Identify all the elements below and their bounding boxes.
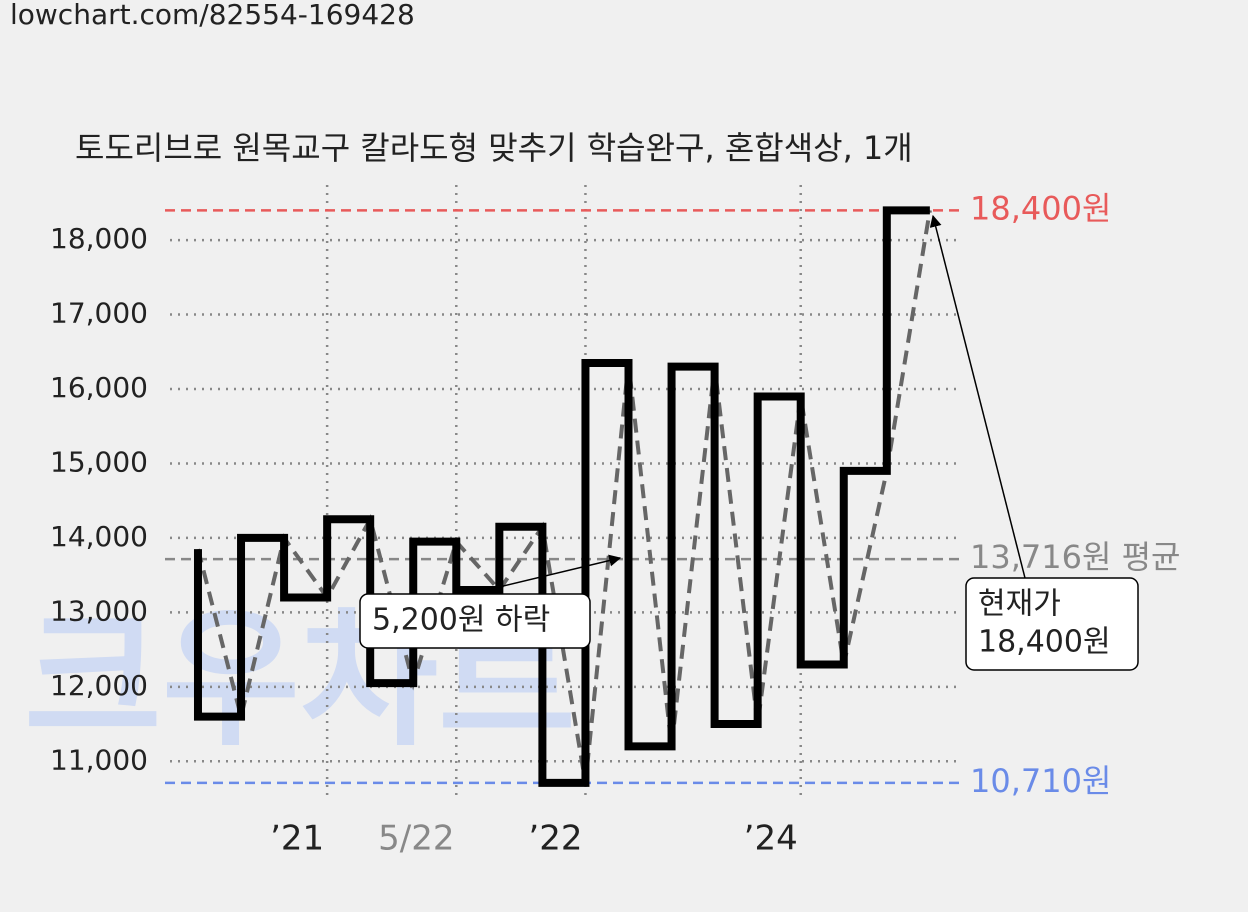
y-tick-label: 13,000	[50, 594, 148, 627]
url: lowchart.com/82554-169428	[10, 0, 415, 31]
annotation-arrow	[929, 214, 1026, 579]
price-line	[193, 206, 930, 787]
x-tick-label: 5/22	[378, 819, 454, 859]
annotation-text: 18,400원	[978, 625, 1111, 660]
y-tick-label: 12,000	[50, 669, 148, 702]
y-tick-label: 16,000	[50, 371, 148, 404]
y-tick-label: 18,000	[50, 222, 148, 255]
annotation-text: 5,200원 하락	[372, 603, 550, 638]
y-tick-label: 11,000	[50, 743, 148, 776]
reference-label: 13,716원 평균	[970, 538, 1180, 576]
trend-line	[196, 209, 932, 784]
chart-title: 토도리브로 원목교구 칼라도형 맞추기 학습완구, 혼합색상, 1개	[75, 129, 913, 167]
annotation-text: 현재가	[978, 587, 1061, 622]
y-tick-label: 15,000	[50, 445, 148, 478]
x-tick-label: ’21	[270, 819, 324, 859]
annotation-box	[965, 577, 1139, 671]
reference-label: 18,400원	[970, 189, 1111, 227]
annotation-arrow	[469, 554, 622, 595]
reference-label: 10,710원	[970, 762, 1111, 800]
x-tick-label: ’24	[744, 819, 798, 859]
y-tick-label: 14,000	[50, 520, 148, 553]
annotation-box	[359, 593, 591, 649]
y-tick-label: 17,000	[50, 297, 148, 330]
x-tick-label: ’22	[528, 819, 582, 859]
